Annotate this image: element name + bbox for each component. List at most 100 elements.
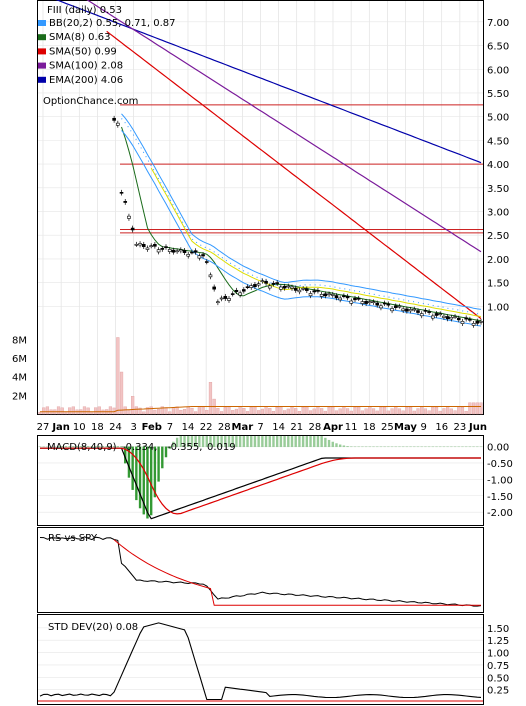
price-tick-label: 3.00 <box>487 207 509 218</box>
volume-bar <box>68 407 72 415</box>
candle-body <box>368 301 372 304</box>
macd-histogram-bar <box>357 446 360 448</box>
macd-histogram-bar <box>409 446 412 448</box>
x-tick-label: 16 <box>435 422 448 433</box>
macd-histogram-bar <box>376 446 379 448</box>
macd-histogram-bar <box>161 446 164 469</box>
candle-body <box>305 288 309 291</box>
std-tick-label: 0.50 <box>487 673 509 684</box>
candle-body <box>223 296 228 299</box>
volume-bar <box>379 406 383 415</box>
x-tick-label: 10 <box>73 422 86 433</box>
indicator-lines <box>55 0 482 327</box>
volume-bar <box>386 410 390 415</box>
legend-swatch <box>38 48 46 55</box>
macd-histogram-bar <box>309 436 312 448</box>
x-tick-label: 25 <box>381 422 394 433</box>
sma100-line <box>86 0 482 253</box>
candle-body <box>256 283 261 286</box>
macd-histogram-bar <box>183 436 186 448</box>
volume-bar <box>394 406 398 415</box>
macd-histogram-bar <box>238 436 242 448</box>
candle-body <box>431 315 435 319</box>
candle-body <box>419 313 424 317</box>
candle-body <box>434 313 439 316</box>
macd-histogram-bar <box>287 436 290 448</box>
x-tick-label: 14 <box>182 422 195 433</box>
macd-histogram-bar <box>401 446 405 448</box>
macd-histogram-bar <box>164 446 168 458</box>
candle-body <box>253 284 257 288</box>
x-tick-label: 9 <box>420 422 426 433</box>
volume-bar <box>179 409 183 415</box>
macd-panel: 0.00 -0.50 -1.00 -1.50 -2.00 <box>38 436 513 520</box>
volume-bar <box>297 410 302 415</box>
macd-histogram-bar <box>398 446 401 448</box>
candle-body <box>379 305 383 309</box>
volume-bar <box>453 410 457 415</box>
rs-panel-frame <box>37 527 484 613</box>
volume-bar <box>408 406 413 415</box>
macd-histogram-bar <box>242 436 246 448</box>
macd-histogram-bar <box>90 446 94 448</box>
macd-histogram-bar <box>227 436 231 448</box>
candle-body <box>423 310 428 312</box>
price-tick-label: 4.50 <box>487 136 509 147</box>
candle-body <box>286 285 291 288</box>
volume-bar <box>156 409 161 415</box>
macd-histogram-bar <box>364 446 368 448</box>
macd-histogram-bar <box>135 446 138 501</box>
legend-label: EMA(200) 4.06 <box>49 75 123 86</box>
candle-body <box>160 248 165 250</box>
volume-bar <box>301 407 305 415</box>
macd-tick-label: -1.00 <box>487 475 513 486</box>
macd-histogram-bar <box>231 436 234 448</box>
candle-body <box>145 247 150 250</box>
volume-tick-label: 8M <box>12 335 27 346</box>
candle-body <box>171 249 176 253</box>
macd-histogram-bar <box>261 436 264 448</box>
macd-histogram-bar <box>83 446 86 448</box>
macd-histogram-bar <box>235 436 238 448</box>
macd-histogram-bar <box>338 444 342 448</box>
candle-body <box>193 250 198 253</box>
volume-bar <box>375 410 379 415</box>
candle-body <box>356 297 361 300</box>
candle-body <box>167 249 172 252</box>
volume-tick-label: 6M <box>12 354 27 365</box>
candle-body <box>208 274 213 278</box>
macd-histogram-bar <box>61 446 64 448</box>
candle-body <box>282 285 287 289</box>
macd-histogram-bar <box>212 436 216 448</box>
candle-body <box>397 305 402 308</box>
macd-signal-line <box>40 447 481 515</box>
macd-histogram-bar <box>209 436 212 448</box>
price-tick-label: 7.00 <box>487 18 509 29</box>
volume-tick-label: 4M <box>12 373 27 384</box>
volume-bar <box>475 402 479 415</box>
candle-body <box>401 308 405 311</box>
macd-value-2: -0.355, <box>167 442 202 453</box>
candle-body <box>234 289 239 292</box>
macd-histogram-bar <box>464 446 468 448</box>
macd-histogram-bar <box>101 446 105 448</box>
macd-histogram-bar <box>305 436 309 448</box>
volume-bar <box>349 410 353 415</box>
volume-bar <box>127 409 131 415</box>
candle-body <box>297 289 302 293</box>
rs-title: RS vs SPY <box>48 533 98 544</box>
volume-bar <box>119 371 124 415</box>
volume-bar <box>190 407 194 415</box>
candle-body <box>271 282 276 285</box>
macd-histogram-bar <box>149 446 153 516</box>
candle-body <box>475 320 480 324</box>
macd-histogram-bar <box>153 446 157 498</box>
stddev-title: STD DEV(20) 0.08 <box>48 622 138 633</box>
macd-histogram-bar <box>442 446 446 448</box>
volume-bar <box>427 410 431 415</box>
macd-tick-label: -1.50 <box>487 492 513 503</box>
candle-body <box>427 311 431 313</box>
macd-histogram-bar <box>472 446 475 448</box>
candle-body <box>468 318 472 321</box>
